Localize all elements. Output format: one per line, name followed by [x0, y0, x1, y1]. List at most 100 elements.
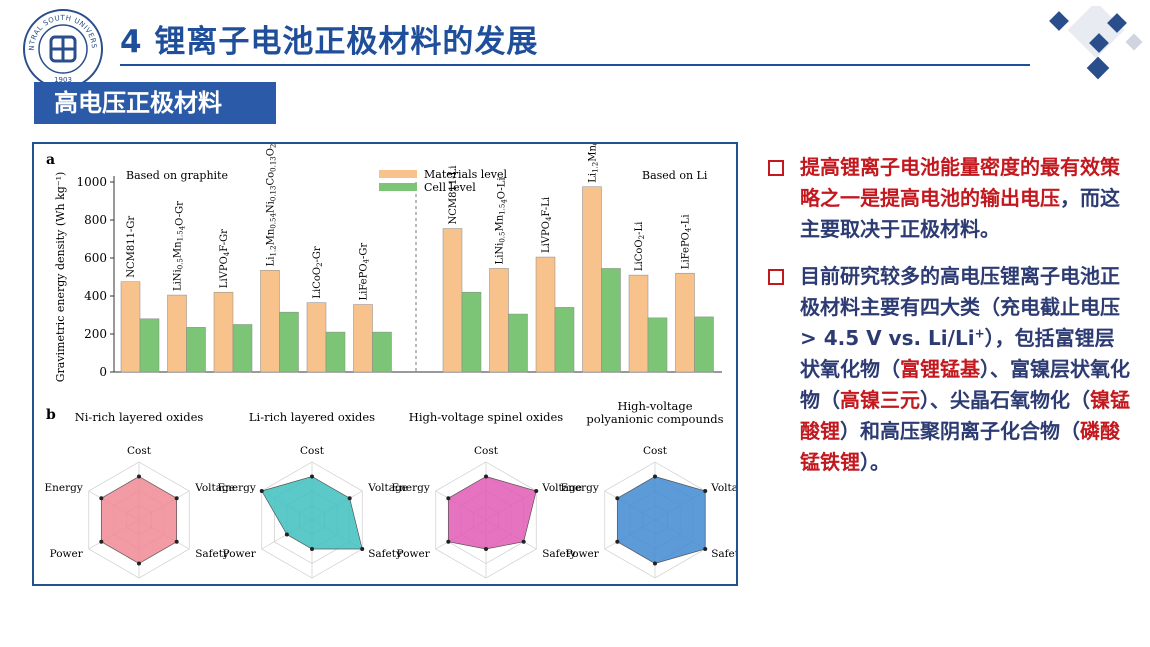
- y-tick-label: 1000: [76, 175, 107, 189]
- y-tick-label: 0: [99, 365, 107, 379]
- radar-point: [137, 561, 141, 566]
- category-label-part: 1.5: [499, 204, 507, 215]
- category-label-part: NCM811-Li: [448, 166, 459, 225]
- category-label: LiCoO2-Li: [634, 222, 646, 271]
- category-label-part: 4: [363, 258, 371, 263]
- category-label-part: 4: [223, 251, 231, 256]
- category-label-part: 2: [638, 235, 646, 239]
- bullet-segment: ，而这主要取决于正极材料。: [800, 186, 1120, 241]
- category-label-part: 0.13: [270, 186, 278, 202]
- radar-point: [703, 489, 708, 493]
- category-label: NCM811-Li: [448, 166, 459, 225]
- logo-emblem-icon: [49, 35, 77, 63]
- category-label-part: 4: [685, 227, 693, 232]
- bar: [508, 313, 528, 373]
- radar-axis-label: Cost: [643, 445, 668, 457]
- square-bullet-icon: [768, 269, 784, 285]
- category-label-part: 0.5: [499, 232, 507, 243]
- category-label-part: -Li: [681, 214, 692, 227]
- bullet-segment: ）、尖晶石氧物化（: [920, 388, 1090, 412]
- bullet-segment: 提高锂离子电池能量密度的最有效策略之一是提高电池的输出电压: [800, 155, 1120, 210]
- radar-point: [653, 474, 657, 479]
- y-tick-label: 800: [84, 213, 107, 227]
- radar-axis-label: Cost: [300, 445, 325, 457]
- radar-axis-label: Energy: [44, 482, 82, 494]
- bullet-segment: 高镍三元: [840, 388, 920, 412]
- page-title: 4 锂离子电池正极材料的发展: [120, 24, 539, 60]
- bar: [535, 256, 556, 373]
- category-label-part: O: [497, 191, 508, 200]
- university-logo: CENTRAL SOUTH UNIVERSITY 1903: [22, 8, 103, 89]
- radar-area: [261, 476, 363, 550]
- title-divider: [120, 64, 1030, 66]
- bar: [120, 281, 141, 373]
- legend-label: Materials level: [424, 168, 507, 181]
- category-label-part: Mn: [173, 241, 184, 258]
- bar: [260, 270, 280, 373]
- legend-swatch: [379, 170, 417, 178]
- radar-point: [174, 539, 179, 544]
- radar-point: [615, 539, 620, 544]
- bar-chart: 0 200 400 600 800 1000 Gravimetric energy dens…: [54, 144, 722, 382]
- radar-point: [174, 496, 179, 501]
- radar-point: [484, 474, 488, 479]
- category-label-part: O: [266, 148, 277, 156]
- bar: [461, 291, 482, 373]
- category-label-part: LiNi: [495, 243, 506, 265]
- radar-point: [310, 547, 314, 551]
- category-label-part: 4: [179, 225, 187, 230]
- radar-axis-label: Safety: [195, 548, 229, 560]
- bar: [694, 316, 714, 373]
- bar: [372, 331, 392, 373]
- bullet-text: 提高锂离子电池能量密度的最有效策略之一是提高电池的输出电压，而这主要取决于正极材…: [800, 155, 1120, 241]
- bullet-segment: 镍锰酸锂: [800, 388, 1130, 443]
- radar-title: polyanionic compounds: [586, 412, 723, 426]
- radar-point: [137, 474, 141, 479]
- bullet-segment: ），包括富锂层状氧化物（: [800, 326, 1115, 381]
- category-label-part: 0.13: [270, 156, 278, 172]
- radar-axis-label: Cost: [127, 445, 152, 457]
- category-label: Li1.2Mn0.54Ni0.13Co0.13O2-Li: [588, 144, 600, 183]
- radar-area: [447, 476, 537, 550]
- category-label-part: -Gr: [175, 201, 186, 217]
- category-label: LiNi0.5Mn1.54O-Li: [495, 177, 509, 264]
- category-label-part: Mn: [495, 214, 506, 231]
- category-label-part: Ni: [266, 201, 277, 213]
- y-axis-label: Gravimetric energy density (Wh kg⁻¹): [54, 172, 67, 383]
- bar: [353, 304, 373, 373]
- category-label-part: LiNi: [173, 269, 184, 291]
- radar-axis-label: Power: [566, 548, 600, 560]
- radar-point: [703, 547, 708, 551]
- radar-axis-label: Voltage: [710, 482, 736, 494]
- bullet-segment: ）和高压聚阴离子化合物（: [840, 419, 1080, 443]
- category-label-part: 2: [270, 144, 278, 148]
- radar-point: [653, 561, 657, 566]
- bar: [554, 307, 575, 373]
- radar-title: High-voltage: [617, 399, 692, 413]
- radar-point: [360, 547, 365, 551]
- y-tick-label: 600: [84, 251, 107, 265]
- category-label-part: Li: [266, 257, 277, 267]
- radar-axis-label: Safety: [542, 548, 576, 560]
- decorative-diamonds-icon: [1049, 6, 1143, 80]
- panel-a-label: a: [46, 152, 55, 168]
- radar-axis-label: Energy: [560, 482, 598, 494]
- category-label-part: F-Li: [541, 197, 552, 217]
- category-label-part: 1.2: [270, 245, 278, 256]
- bullet-item: 目前研究较多的高电压锂离子电池正极材料主要有四大类（充电截止电压> 4.5 V …: [764, 261, 1134, 478]
- y-tick-label: 400: [84, 289, 107, 303]
- category-label-part: LiFePO: [359, 263, 370, 300]
- radar-axis-label: Cost: [474, 445, 499, 457]
- category-label-part: 2: [316, 262, 324, 266]
- radar-axis-label: Voltage: [367, 482, 408, 494]
- category-label-part: 4: [545, 216, 553, 221]
- radar-point: [446, 496, 451, 501]
- category-label-part: -Li: [634, 222, 645, 235]
- radar-point: [99, 539, 104, 544]
- category-label: LiNi0.5Mn1.54O-Gr: [173, 201, 187, 291]
- bullet-segment: ）。: [860, 450, 890, 474]
- bullet-list: 提高锂离子电池能量密度的最有效策略之一是提高电池的输出电压，而这主要取决于正极材…: [764, 152, 1134, 494]
- category-label-part: -Gr: [359, 243, 370, 259]
- category-label-part: -Gr: [312, 246, 323, 262]
- bullet-segment: +: [974, 326, 985, 341]
